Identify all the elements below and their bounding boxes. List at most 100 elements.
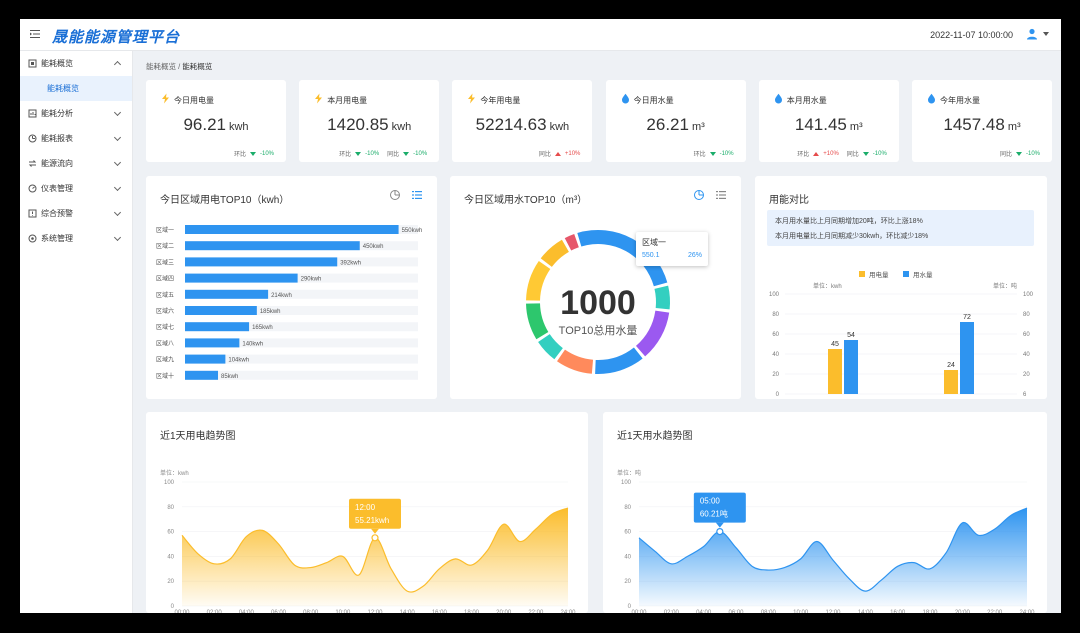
series-line[interactable]: [638, 507, 1028, 592]
bar-track: [185, 370, 418, 380]
user-dropdown-caret-icon[interactable]: [1043, 32, 1049, 36]
tooltip-value: 60.21吨: [700, 509, 728, 519]
category-label: 区域七: [156, 323, 174, 331]
category-label: 区域十: [156, 372, 174, 380]
sidebar-item[interactable]: 综合预警: [20, 201, 132, 226]
data-label: 54: [847, 332, 855, 339]
sidebar-item[interactable]: 能源流向: [20, 151, 132, 176]
bar[interactable]: [185, 322, 250, 332]
bar[interactable]: [944, 370, 958, 394]
trend-tooltip: [349, 498, 401, 529]
y-tick: 60: [624, 530, 631, 536]
donut-slice[interactable]: [526, 261, 551, 301]
sidebar-item[interactable]: 能耗报表: [20, 126, 132, 151]
legend-swatch: [859, 271, 865, 277]
sidebar-item-label: 能耗分析: [41, 109, 73, 118]
stat-title: 今年用水量: [940, 96, 980, 105]
y-tick: 40: [624, 554, 631, 560]
x-tick: 00:00: [631, 610, 647, 613]
hover-point[interactable]: [716, 527, 724, 536]
x-tick: 14:00: [400, 610, 416, 613]
stat-card: 本月用电量 1420.85 kwh 环比 -10% 同比 -10%: [299, 80, 440, 162]
menu-fold-icon[interactable]: [29, 28, 41, 40]
bar[interactable]: [844, 340, 858, 394]
hover-point[interactable]: [371, 534, 379, 542]
bar[interactable]: [185, 225, 399, 234]
donut-slice[interactable]: [540, 239, 569, 267]
stat-title: 今日用水量: [633, 96, 674, 105]
breadcrumb-separator: /: [178, 62, 181, 71]
donut-slice[interactable]: [635, 310, 670, 357]
y-tick-left: 60: [772, 332, 779, 338]
y-tick: 100: [164, 480, 175, 486]
water-trend-title: 近1天用水趋势图: [617, 431, 693, 442]
water-trend-panel: 近1天用水趋势图 单位：吨 0 20 40 60 80 100 00:00 02:00 04:00…: [603, 412, 1047, 613]
chevron-down-icon: [113, 208, 122, 217]
stat-number: 1420.85: [327, 115, 389, 134]
pie-chart-icon[interactable]: [693, 189, 705, 201]
donut-slice[interactable]: [654, 285, 670, 310]
user-icon[interactable]: [1025, 27, 1039, 41]
top-bar: 晟能能源管理平台 2022-11-07 10:00:00: [20, 19, 1061, 51]
bar-track: [185, 273, 418, 283]
sidebar-item[interactable]: 能耗分析: [20, 101, 132, 126]
elec-trend-chart: 单位：kwh 0 20 40 60 80 100 00:00 02:00 04:00 06:00 08…: [160, 469, 576, 613]
donut-slice[interactable]: [538, 334, 563, 360]
x-tick: 00:00: [174, 610, 190, 613]
data-label: 72: [963, 314, 971, 321]
stat-compare-pct: -10%: [259, 150, 274, 157]
bar[interactable]: [185, 241, 360, 251]
sidebar-item-label: 系统管理: [41, 234, 73, 243]
y-tick: 40: [167, 554, 174, 560]
water-top10-title: 今日区域用水TOP10（m³）: [464, 195, 588, 206]
sidebar-item[interactable]: 仪表管理: [20, 176, 132, 201]
compare-note-line: 本月用电量比上月同期减少30kwh，环比减少18%: [775, 233, 929, 240]
stat-value: 1457.48 m³: [912, 115, 1052, 135]
x-tick: 18:00: [922, 610, 938, 613]
breadcrumb-parent[interactable]: 能耗概览: [146, 62, 176, 71]
donut-slice[interactable]: [595, 347, 643, 374]
sidebar-item[interactable]: 能耗概览: [20, 51, 132, 76]
y-tick: 80: [167, 505, 174, 511]
sidebar-item-label: 仪表管理: [41, 184, 73, 193]
bar[interactable]: [185, 289, 269, 299]
arrow-down-icon: [249, 151, 256, 156]
bar[interactable]: [185, 354, 226, 364]
category-label: 区域三: [156, 258, 174, 266]
category-label: 区域四: [156, 275, 174, 283]
donut-slice[interactable]: [557, 349, 594, 374]
lightning-icon: [468, 93, 476, 104]
chevron-down-icon: [113, 183, 122, 192]
bar[interactable]: [185, 306, 257, 315]
bar[interactable]: [185, 370, 219, 380]
x-tick: 24:00: [1019, 610, 1035, 613]
arrow-down-icon: [403, 151, 410, 156]
bar[interactable]: [960, 322, 974, 394]
x-tick: 24:00: [560, 610, 576, 613]
stat-number: 141.45: [794, 115, 847, 134]
breadcrumb: 能耗概览 / 能耗概览: [146, 61, 212, 72]
compare-note-line: 本月用水量比上月同期增加20吨，环比上涨18%: [775, 218, 923, 225]
legend-label: 用水量: [913, 270, 933, 279]
stat-card: 今日用电量 96.21 kwh 环比 -10%: [146, 80, 286, 162]
list-icon[interactable]: [411, 189, 423, 201]
y-tick: 20: [167, 579, 174, 585]
pie-chart-icon[interactable]: [389, 189, 401, 201]
stat-compare-label: 同比: [999, 152, 1012, 158]
y-tick-left: 80: [772, 312, 779, 318]
bar[interactable]: [185, 338, 240, 348]
stat-compare-label: 环比: [693, 152, 706, 158]
bar[interactable]: [828, 349, 842, 394]
y-tick-right: 60: [1023, 332, 1030, 338]
y-tick-right: 40: [1023, 352, 1030, 358]
bar[interactable]: [185, 273, 298, 283]
donut-slice[interactable]: [564, 234, 579, 251]
donut-slice[interactable]: [526, 303, 549, 340]
list-icon[interactable]: [715, 189, 727, 201]
sidebar-item[interactable]: 系统管理: [20, 226, 132, 251]
data-label: 450kwh: [363, 244, 384, 250]
bar[interactable]: [185, 257, 338, 267]
arrow-down-icon: [709, 151, 716, 156]
sidebar-subitem-active[interactable]: 能耗概览: [20, 76, 132, 101]
unit-label: 单位：kwh: [160, 469, 189, 477]
